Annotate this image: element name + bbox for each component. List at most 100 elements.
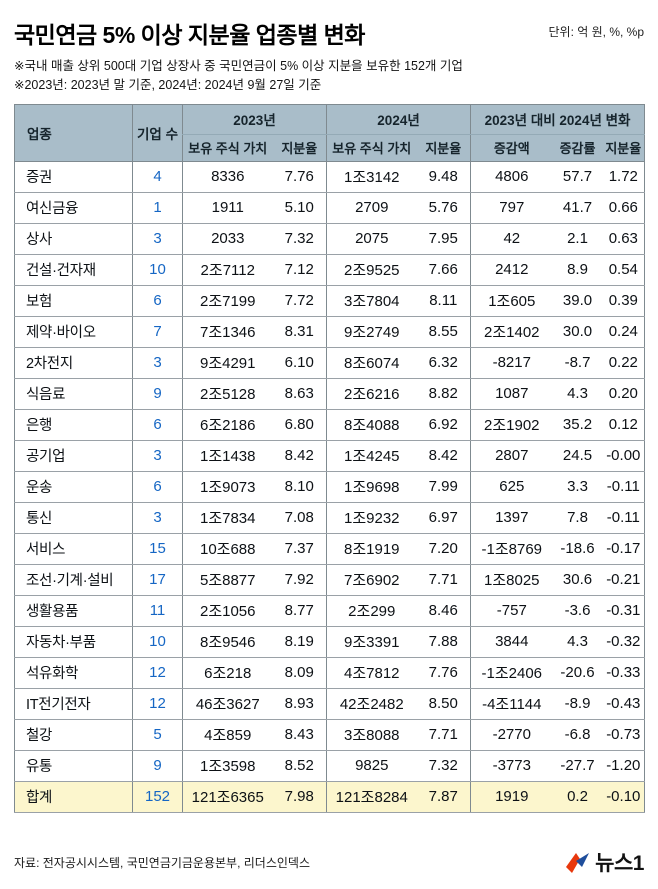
- company-count-cell: 6: [132, 285, 183, 317]
- value-2024-cell: 2075: [326, 223, 417, 255]
- company-count-cell: 3: [132, 347, 183, 379]
- change-ratio-cell: -0.00: [602, 440, 645, 472]
- ratio-2024-cell: 7.32: [416, 750, 471, 782]
- value-2023-cell: 6조218: [182, 657, 273, 689]
- industry-cell: 철강: [14, 719, 133, 751]
- col-header-change-rate: 증감률: [552, 134, 603, 162]
- ratio-2024-cell: 8.55: [416, 316, 471, 348]
- change-rate-cell: -8.9: [552, 688, 603, 720]
- col-header-company-count: 기업 수: [132, 104, 183, 162]
- change-rate-cell: 41.7: [552, 192, 603, 224]
- value-2023-cell: 2033: [182, 223, 273, 255]
- ratio-2023-cell: 6.10: [272, 347, 327, 379]
- ratio-2023-cell: 8.63: [272, 378, 327, 410]
- col-header-change-amount: 증감액: [470, 134, 553, 162]
- change-ratio-cell: -0.10: [602, 780, 645, 813]
- ratio-2024-cell: 8.46: [416, 595, 471, 627]
- table-row: 2차전지 3 9조4291 6.10 8조6074 6.32 -8217 -8.7 0.22: [14, 347, 645, 379]
- ratio-2024-cell: 8.42: [416, 440, 471, 472]
- value-2024-cell: 1조3142: [326, 161, 417, 193]
- change-ratio-cell: -0.17: [602, 533, 645, 565]
- table-row: 증권 4 8336 7.76 1조3142 9.48 4806 57.7 1.72: [14, 161, 645, 193]
- change-amount-cell: 797: [470, 192, 553, 224]
- value-2024-cell: 8조6074: [326, 347, 417, 379]
- company-count-cell: 9: [132, 378, 183, 410]
- table-row: 통신 3 1조7834 7.08 1조9232 6.97 1397 7.8 -0.11: [14, 502, 645, 534]
- ratio-2023-cell: 7.92: [272, 564, 327, 596]
- value-2023-cell: 2조1056: [182, 595, 273, 627]
- header-bar: 국민연금 5% 이상 지분율 업종별 변화 단위: 억 원, %, %p: [14, 16, 644, 50]
- change-rate-cell: 3.3: [552, 471, 603, 503]
- value-2024-cell: 2조299: [326, 595, 417, 627]
- ratio-2023-cell: 8.52: [272, 750, 327, 782]
- industry-cell: 상사: [14, 223, 133, 255]
- ratio-2023-cell: 7.32: [272, 223, 327, 255]
- industry-cell: 공기업: [14, 440, 133, 472]
- source-credit: 자료: 전자공시시스템, 국민연금기금운용본부, 리더스인덱스: [14, 855, 311, 870]
- change-rate-cell: 7.8: [552, 502, 603, 534]
- value-2023-cell: 5조8877: [182, 564, 273, 596]
- change-rate-cell: -8.7: [552, 347, 603, 379]
- table-row: IT전기전자 12 46조3627 8.93 42조2482 8.50 -4조1144 -8.…: [14, 688, 645, 720]
- ratio-2023-cell: 7.37: [272, 533, 327, 565]
- industry-cell: 건설·건자재: [14, 254, 133, 286]
- ratio-2024-cell: 7.88: [416, 626, 471, 658]
- change-amount-cell: 1087: [470, 378, 553, 410]
- industry-cell: 통신: [14, 502, 133, 534]
- industry-cell: 생활용품: [14, 595, 133, 627]
- ratio-2023-cell: 7.08: [272, 502, 327, 534]
- change-amount-cell: 4806: [470, 161, 553, 193]
- change-rate-cell: 8.9: [552, 254, 603, 286]
- company-count-cell: 12: [132, 688, 183, 720]
- change-rate-cell: 39.0: [552, 285, 603, 317]
- col-header-ratio-2024: 지분율: [416, 134, 471, 162]
- ratio-2023-cell: 7.12: [272, 254, 327, 286]
- value-2024-cell: 7조6902: [326, 564, 417, 596]
- change-rate-cell: 35.2: [552, 409, 603, 441]
- ratio-2023-cell: 7.98: [272, 780, 327, 813]
- table-row: 운송 6 1조9073 8.10 1조9698 7.99 625 3.3 -0.11: [14, 471, 645, 503]
- value-2024-cell: 1조9232: [326, 502, 417, 534]
- value-2023-cell: 1911: [182, 192, 273, 224]
- value-2023-cell: 2조7199: [182, 285, 273, 317]
- table-row: 조선·기계·설비 17 5조8877 7.92 7조6902 7.71 1조8025 30.6…: [14, 564, 645, 596]
- change-rate-cell: 2.1: [552, 223, 603, 255]
- table-row: 서비스 15 10조688 7.37 8조1919 7.20 -1조8769 -18.6 -0.…: [14, 533, 645, 565]
- change-amount-cell: 1조605: [470, 285, 553, 317]
- value-2023-cell: 1조3598: [182, 750, 273, 782]
- value-2024-cell: 2조6216: [326, 378, 417, 410]
- ratio-2024-cell: 6.92: [416, 409, 471, 441]
- industry-cell: IT전기전자: [14, 688, 133, 720]
- table-row: 생활용품 11 2조1056 8.77 2조299 8.46 -757 -3.6 -0.31: [14, 595, 645, 627]
- value-2024-cell: 9조2749: [326, 316, 417, 348]
- change-ratio-cell: -0.73: [602, 719, 645, 751]
- company-count-cell: 7: [132, 316, 183, 348]
- company-count-cell: 1: [132, 192, 183, 224]
- change-ratio-cell: 0.66: [602, 192, 645, 224]
- change-ratio-cell: -0.11: [602, 502, 645, 534]
- value-2023-cell: 2조7112: [182, 254, 273, 286]
- value-2024-cell: 1조4245: [326, 440, 417, 472]
- ratio-2024-cell: 7.76: [416, 657, 471, 689]
- value-2023-cell: 121조6365: [182, 780, 273, 813]
- news1-logo: 뉴스1: [564, 847, 644, 877]
- change-rate-cell: 4.3: [552, 626, 603, 658]
- ratio-2023-cell: 7.76: [272, 161, 327, 193]
- ratio-2024-cell: 7.87: [416, 780, 471, 813]
- company-count-cell: 10: [132, 254, 183, 286]
- col-header-ratio-2023: 지분율: [272, 134, 327, 162]
- change-rate-cell: -3.6: [552, 595, 603, 627]
- change-amount-cell: -757: [470, 595, 553, 627]
- company-count-cell: 9: [132, 750, 183, 782]
- table-row: 자동차·부품 10 8조9546 8.19 9조3391 7.88 3844 4.3 -0.32: [14, 626, 645, 658]
- change-rate-cell: -27.7: [552, 750, 603, 782]
- change-ratio-cell: 0.39: [602, 285, 645, 317]
- change-amount-cell: 1919: [470, 780, 553, 813]
- news1-logo-icon: [566, 853, 590, 873]
- footer: 자료: 전자공시시스템, 국민연금기금운용본부, 리더스인덱스 뉴스1: [14, 837, 644, 877]
- value-2023-cell: 1조9073: [182, 471, 273, 503]
- value-2023-cell: 4조859: [182, 719, 273, 751]
- value-2024-cell: 3조8088: [326, 719, 417, 751]
- value-2024-cell: 8조1919: [326, 533, 417, 565]
